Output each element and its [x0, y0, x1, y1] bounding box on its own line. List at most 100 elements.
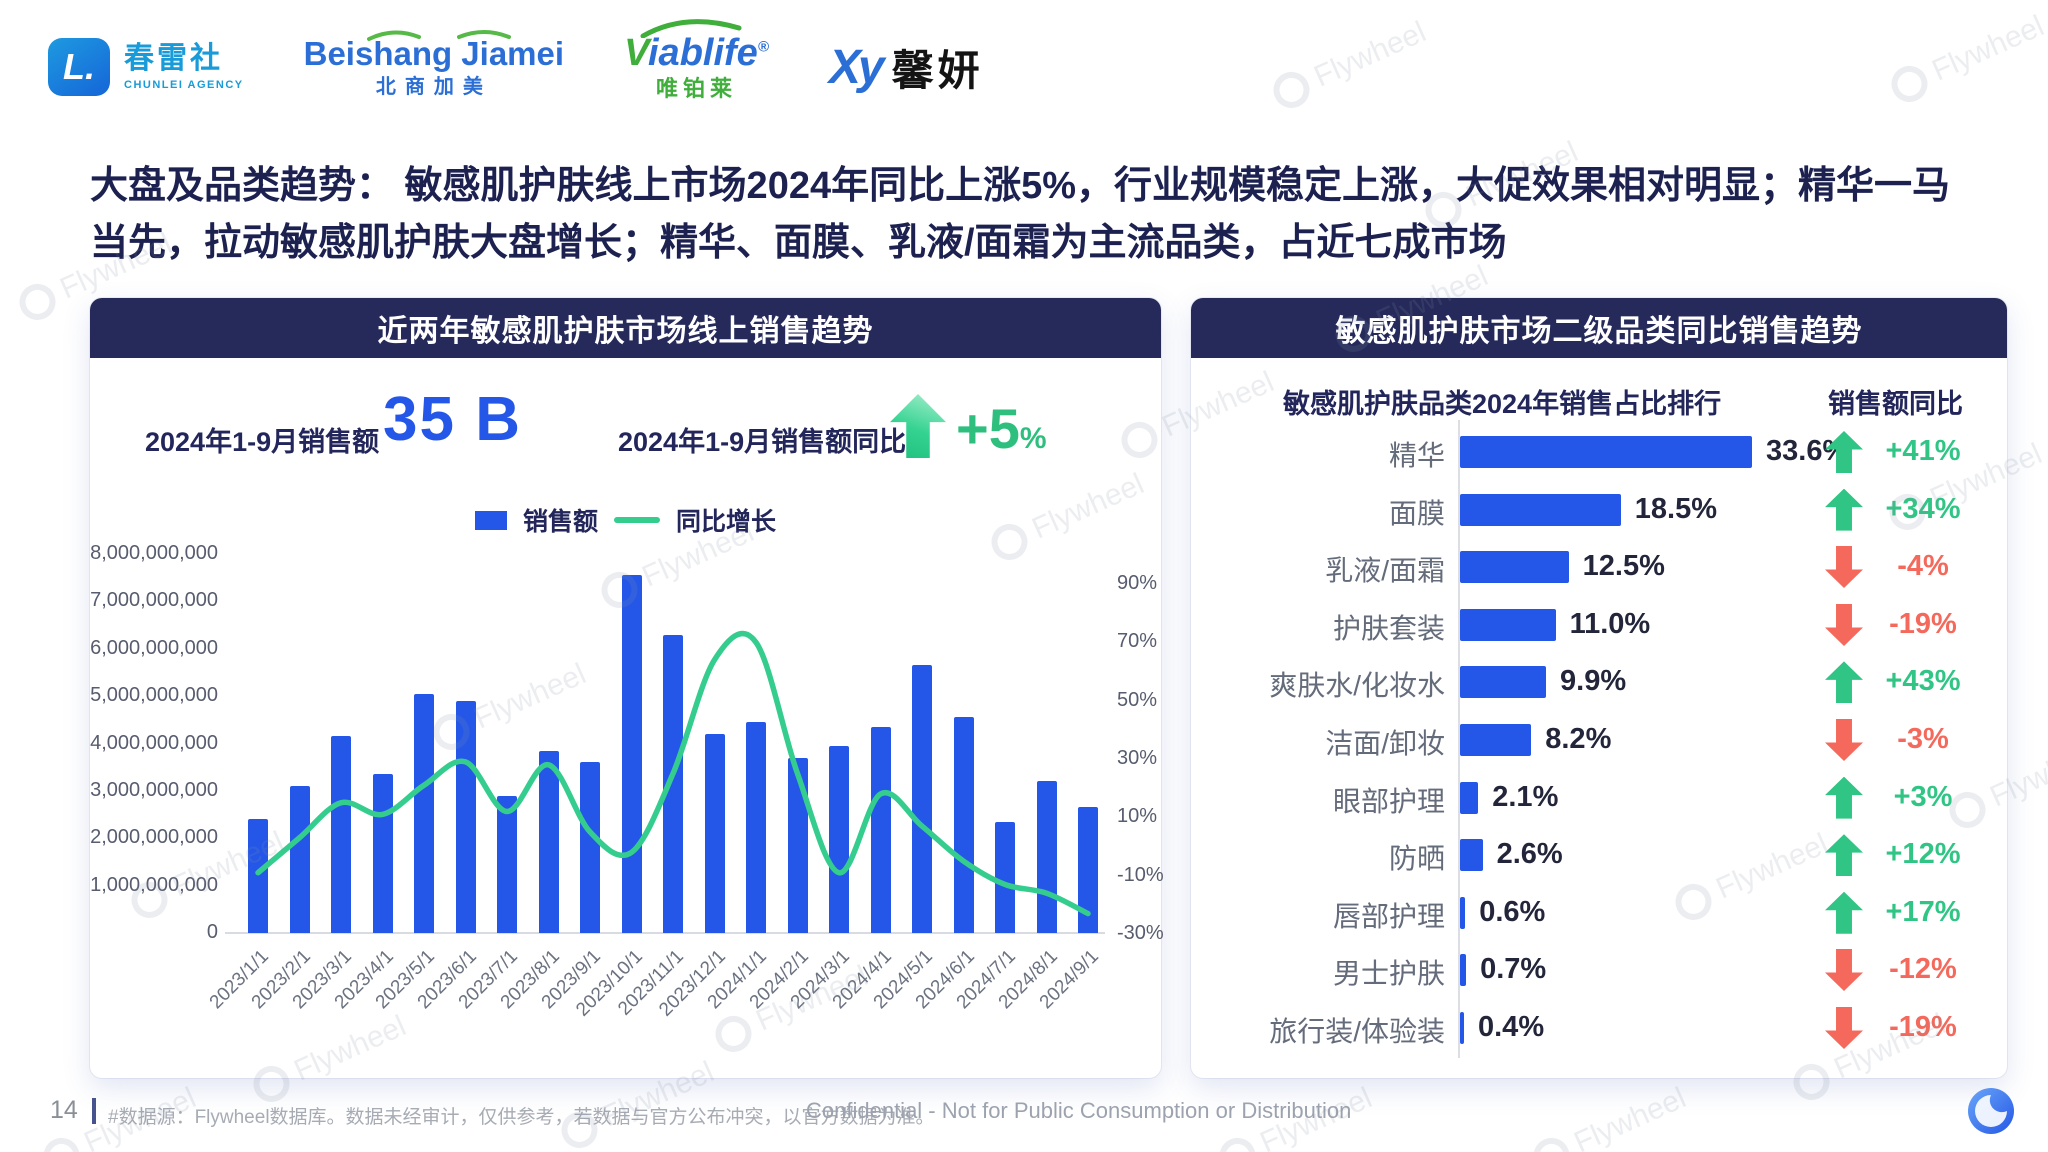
left-axis-tick: 3,000,000,000 — [90, 778, 218, 801]
category-axis-line — [1458, 420, 1460, 1058]
logo-beishang: Beishang Jiamei 北商加美 — [304, 30, 564, 98]
confidential-note: Confidential - Not for Public Consumptio… — [806, 1098, 1352, 1123]
right-axis-tick: 90% — [1117, 571, 1158, 594]
category-label: 爽肤水/化妆水 — [1269, 670, 1445, 702]
right-axis-tick: 10% — [1117, 805, 1158, 828]
line-legend-label: 同比增长 — [676, 508, 777, 536]
sales-bar — [953, 717, 974, 933]
logo-bar: L. 春雷社 CHUNLEI AGENCY Beishang Jiamei 北商… — [48, 19, 984, 100]
logo-chunlei: L. 春雷社 CHUNLEI AGENCY — [48, 38, 244, 96]
data-source-note: #数据源：Flywheel数据库。数据未经审计，仅供参考，若数据与官方公布冲突，… — [108, 1107, 935, 1128]
down-arrow-icon — [1825, 546, 1863, 588]
sales-bar — [289, 786, 310, 933]
right-axis-tick: 70% — [1117, 630, 1158, 653]
category-label: 面膜 — [1388, 497, 1445, 529]
sales-bar — [538, 750, 559, 933]
chunlei-badge-icon: L. — [48, 38, 110, 96]
chart-legend: 销售额 同比增长 — [90, 502, 1161, 538]
footer-divider — [92, 1098, 96, 1124]
share-bar — [1460, 839, 1483, 872]
category-label: 眼部护理 — [1332, 785, 1445, 817]
category-label: 旅行装/体验装 — [1269, 1016, 1445, 1047]
category-label: 乳液/面霜 — [1325, 555, 1445, 587]
title-line-2: 当先，拉动敏感肌护肤大盘增长；精华、面膜、乳液/面霜为主流品类，占近七成市场 — [90, 222, 1507, 264]
registered-mark: ® — [757, 38, 769, 56]
category-label: 男士护肤 — [1332, 958, 1445, 990]
sales-bar — [497, 795, 517, 933]
viablife-v: V — [624, 32, 648, 74]
x-axis-line — [225, 932, 1105, 934]
leaf-icon — [640, 19, 742, 38]
yoy-value: +34% — [1885, 492, 1961, 525]
left-axis-tick: 2,000,000,000 — [90, 826, 218, 849]
up-arrow-icon — [1825, 834, 1863, 877]
sales-bar — [787, 757, 808, 933]
share-value: 2.1% — [1492, 780, 1559, 813]
page-title: 大盘及品类趋势： 敏感肌护肤线上市场2024年同比上涨5%，行业规模稳定上涨，大… — [90, 158, 1990, 272]
sales-bar — [746, 722, 766, 933]
category-label: 护肤套装 — [1332, 612, 1445, 644]
up-arrow-icon — [1825, 891, 1863, 934]
share-value: 0.6% — [1479, 895, 1546, 928]
right-axis-tick: -30% — [1117, 922, 1164, 944]
watermark-text: Flywheel — [1569, 1081, 1691, 1152]
kpi-yoy-unit: % — [1019, 422, 1047, 455]
watermark-ring-icon — [1267, 66, 1316, 114]
kpi-yoy-value: +5% — [956, 396, 1047, 461]
left-axis-tick: 1,000,000,000 — [90, 873, 218, 896]
leaf-accent-icon — [366, 30, 511, 41]
up-arrow-icon — [1825, 661, 1863, 704]
down-arrow-icon — [1825, 719, 1863, 761]
viablife-rest: iablife — [648, 32, 758, 74]
yoy-value: +17% — [1885, 895, 1961, 928]
category-label: 洁面/卸妆 — [1325, 728, 1445, 759]
watermark-text: Flywheel — [1309, 15, 1431, 94]
chunlei-text: 春雷社 CHUNLEI AGENCY — [124, 43, 244, 91]
right-chart-card: 敏感肌护肤市场二级品类同比销售趋势 敏感肌护肤品类2024年销售占比排行 销售额… — [1191, 298, 2007, 1078]
sales-bar — [663, 634, 683, 933]
share-value: 12.5% — [1582, 550, 1665, 583]
logo-viablife: Viablife® 唯铂莱 — [624, 19, 769, 100]
sales-bar — [455, 700, 476, 933]
left-axis-tick: 4,000,000,000 — [90, 731, 218, 754]
watermark: Flywheel — [1267, 14, 1432, 114]
share-bar — [1460, 781, 1479, 814]
right-axis-tick: 50% — [1117, 688, 1158, 711]
left-axis-tick: 7,000,000,000 — [90, 589, 218, 612]
share-bar — [1460, 493, 1621, 526]
share-value: 8.2% — [1545, 723, 1612, 755]
right-axis-tick: 30% — [1117, 746, 1158, 769]
yoy-value: -19% — [1889, 607, 1957, 640]
share-bar — [1460, 551, 1569, 584]
down-arrow-icon — [1825, 949, 1863, 991]
yoy-value: -12% — [1889, 953, 1957, 986]
left-axis-tick: 0 — [206, 921, 218, 943]
sales-bar — [331, 736, 351, 933]
share-ranking-subtitle: 敏感肌护肤品类2024年销售占比排行 — [1283, 389, 1722, 419]
bar-legend-label: 销售额 — [522, 508, 598, 536]
sales-bar — [580, 762, 600, 933]
beishang-subtitle: 北商加美 — [375, 76, 492, 98]
kpi-yoy-label: 2024年1-9月销售额同比 — [618, 427, 907, 457]
yoy-value: +43% — [1885, 665, 1961, 698]
left-chart-card: 近两年敏感肌护肤市场线上销售趋势 2024年1-9月销售额 35 B 2024年… — [90, 298, 1164, 1078]
sales-bar — [1078, 807, 1098, 933]
sales-bar — [995, 821, 1015, 933]
share-bar — [1460, 954, 1467, 987]
kpi-sales-label: 2024年1-9月销售额 — [145, 427, 380, 457]
share-value: 2.6% — [1496, 838, 1563, 871]
flywheel-logo-icon — [1968, 1088, 2014, 1134]
viablife-name: Viablife® — [624, 34, 769, 72]
share-bar — [1460, 436, 1752, 468]
xinyan-name: 馨妍 — [891, 46, 984, 94]
share-bar — [1460, 896, 1466, 929]
share-value: 0.4% — [1478, 1011, 1545, 1043]
left-chart-title: 近两年敏感肌护肤市场线上销售趋势 — [90, 298, 1161, 358]
left-axis-tick: 6,000,000,000 — [90, 636, 218, 659]
sales-bar — [704, 734, 725, 933]
watermark: Flywheel — [1527, 1080, 1692, 1152]
logo-xinyan: Xy 馨妍 — [829, 37, 984, 98]
yoy-value: -4% — [1897, 550, 1949, 583]
sales-bar — [870, 726, 891, 933]
